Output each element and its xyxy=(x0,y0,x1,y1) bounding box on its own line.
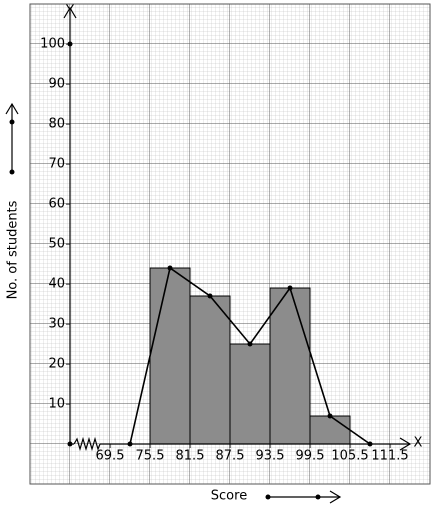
y-tick-label: 10 xyxy=(48,397,65,412)
bar xyxy=(149,267,191,445)
y-axis-label: No. of students xyxy=(6,200,21,299)
axis-break xyxy=(73,436,101,452)
x-axis-label: Score xyxy=(211,489,247,504)
x-tick-label: 87.5 xyxy=(216,449,245,464)
y-axis-name: Y xyxy=(65,4,74,19)
plot xyxy=(127,265,373,447)
polygon-point xyxy=(207,293,213,299)
x-tick-label: 69.5 xyxy=(96,449,125,464)
polygon-point xyxy=(247,341,253,347)
bar xyxy=(269,287,311,445)
x-tick-label: 105.5 xyxy=(331,449,368,464)
x-tick-label: 111.5 xyxy=(371,449,408,464)
y-tick-label: 90 xyxy=(48,77,65,92)
y-tick-label: 30 xyxy=(48,317,65,332)
y-arrow xyxy=(63,6,77,19)
y-tick-label: 50 xyxy=(48,237,65,252)
x-tick-label: 93.5 xyxy=(256,449,285,464)
y-tick-label: 60 xyxy=(48,197,65,212)
polygon-point xyxy=(167,265,173,271)
bar xyxy=(309,415,351,445)
polygon-point xyxy=(287,285,293,291)
y-tick-label: 20 xyxy=(48,357,65,372)
y-tick-label: 100 xyxy=(40,37,65,52)
y-direction-arrow xyxy=(5,102,19,175)
x-tick-label: 75.5 xyxy=(136,449,165,464)
x-arrow xyxy=(399,437,412,451)
x-direction-arrow xyxy=(265,490,342,504)
x-axis-name: X xyxy=(414,436,423,451)
y-tick-label: 40 xyxy=(48,277,65,292)
x-tick-label: 99.5 xyxy=(296,449,325,464)
origin-dot xyxy=(67,441,73,447)
bar xyxy=(189,295,231,445)
bar xyxy=(229,343,271,445)
y-tick-label: 80 xyxy=(48,117,65,132)
polygon-point xyxy=(327,413,333,419)
x-tick-label: 81.5 xyxy=(176,449,205,464)
y-tick-label: 70 xyxy=(48,157,65,172)
